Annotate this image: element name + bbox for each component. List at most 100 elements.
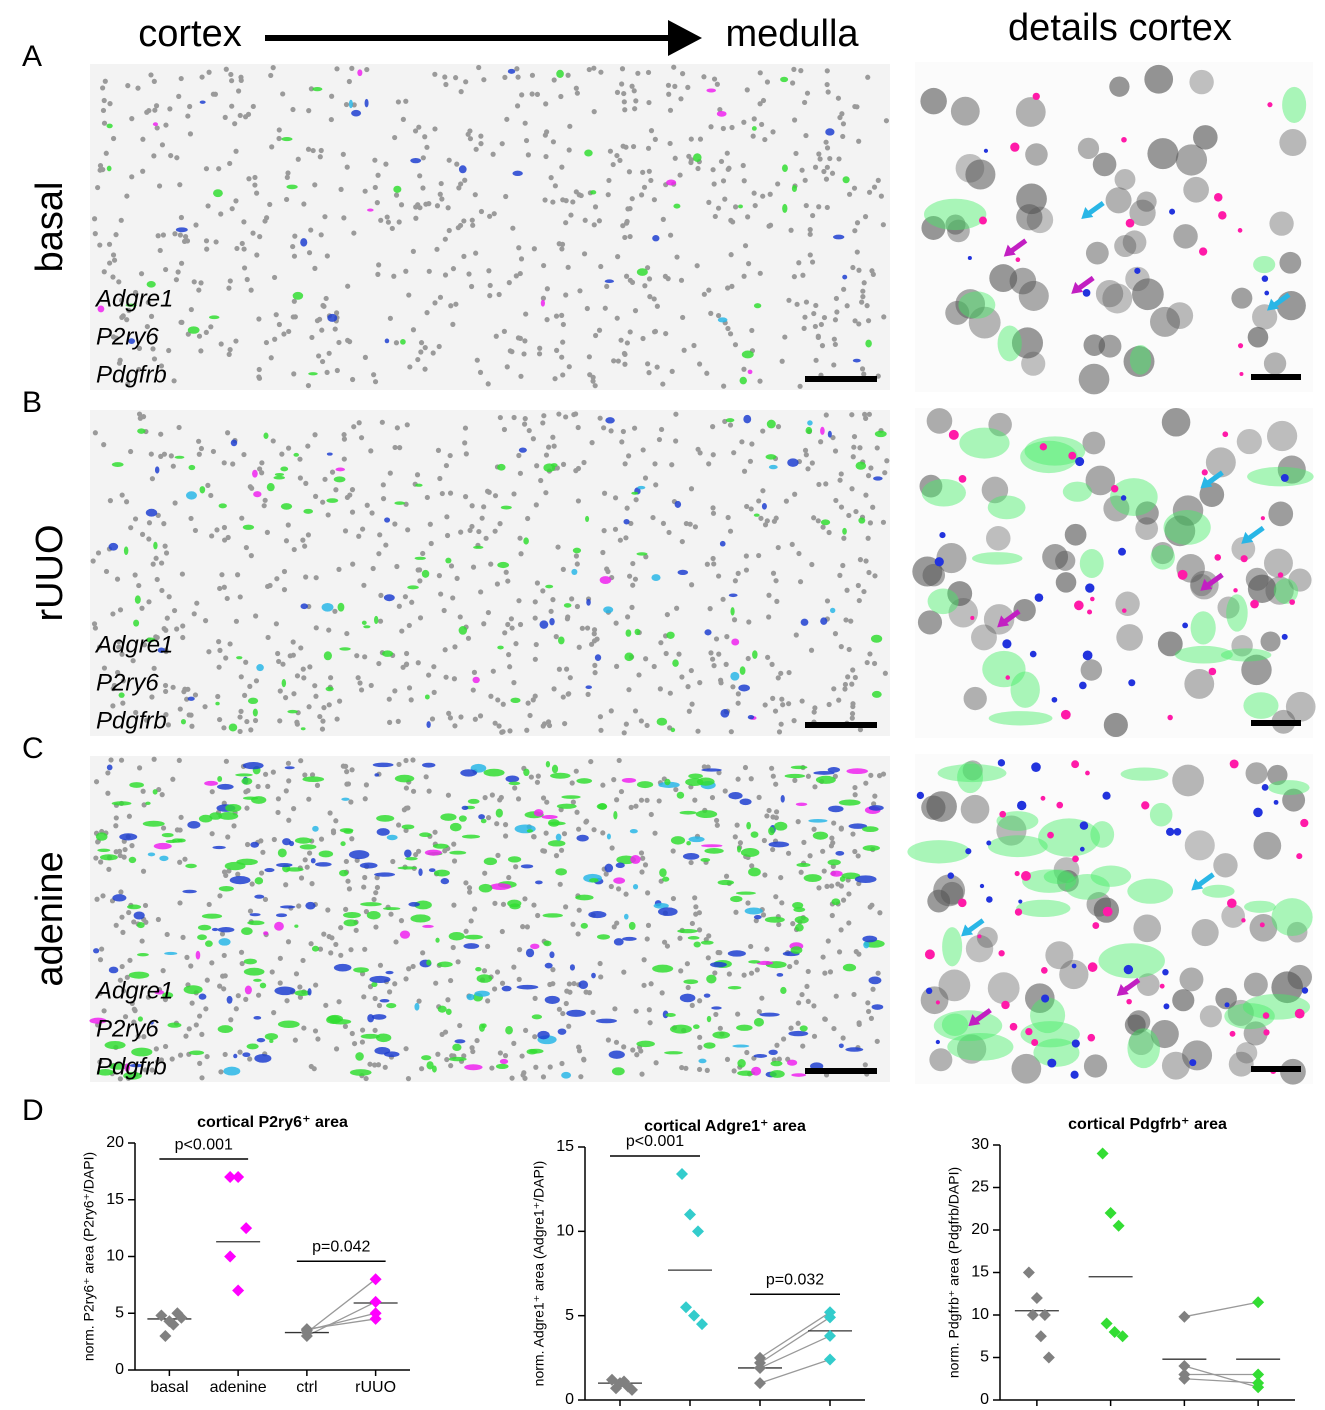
signal-blob xyxy=(267,483,275,491)
signal-blob xyxy=(729,593,738,597)
nucleus xyxy=(174,277,179,282)
nucleus xyxy=(624,722,629,727)
nucleus xyxy=(101,442,106,447)
nucleus xyxy=(654,1060,659,1065)
nucleus xyxy=(344,631,349,636)
signal-dot xyxy=(1239,372,1243,376)
signal-blob xyxy=(605,864,614,873)
nucleus xyxy=(622,730,627,735)
signal-blob xyxy=(762,503,767,510)
signal-blob xyxy=(541,815,557,819)
signal-dot xyxy=(984,149,988,153)
nucleus xyxy=(371,897,376,902)
signal-dot xyxy=(1163,1003,1169,1009)
signal-green xyxy=(959,428,1009,459)
signal-blob xyxy=(276,913,287,917)
nucleus xyxy=(1082,432,1105,455)
signal-blob xyxy=(710,962,727,968)
nucleus xyxy=(133,572,138,577)
nucleus xyxy=(210,831,215,836)
signal-blob xyxy=(263,931,268,935)
signal-blob xyxy=(652,235,659,241)
nucleus xyxy=(378,218,383,223)
signal-blob xyxy=(248,698,258,704)
nucleus xyxy=(495,969,500,974)
nucleus xyxy=(568,212,573,217)
nucleus xyxy=(143,903,148,908)
nucleus xyxy=(503,833,508,838)
nucleus xyxy=(167,106,172,111)
nucleus xyxy=(92,621,97,626)
signal-blob xyxy=(752,126,757,131)
nucleus xyxy=(282,587,287,592)
signal-blob xyxy=(510,698,520,703)
nucleus xyxy=(376,1062,381,1067)
nucleus xyxy=(564,989,569,994)
nucleus xyxy=(877,910,882,915)
nucleus xyxy=(800,273,805,278)
nucleus xyxy=(757,379,762,384)
nucleus xyxy=(639,1072,644,1077)
legend-label: P2ry6 xyxy=(96,323,159,350)
nucleus xyxy=(657,437,662,442)
nucleus xyxy=(332,609,337,614)
nucleus xyxy=(444,1057,449,1062)
overview-image xyxy=(89,756,890,1082)
nucleus xyxy=(757,101,762,106)
nucleus xyxy=(697,927,702,932)
nucleus xyxy=(701,74,706,79)
signal-blob xyxy=(500,1059,508,1064)
nucleus xyxy=(359,687,364,692)
nucleus xyxy=(578,1074,583,1079)
nucleus xyxy=(633,308,638,313)
nucleus xyxy=(581,460,586,465)
pair-line xyxy=(307,1302,376,1336)
nucleus xyxy=(176,269,181,274)
nucleus xyxy=(786,701,791,706)
signal-blob xyxy=(212,846,225,849)
nucleus xyxy=(471,565,476,570)
nucleus xyxy=(705,1068,710,1073)
signal-blob xyxy=(275,473,284,476)
nucleus xyxy=(238,75,243,80)
nucleus xyxy=(443,237,448,242)
nucleus xyxy=(838,927,843,932)
nucleus xyxy=(91,558,96,563)
signal-blob xyxy=(508,69,515,74)
nucleus xyxy=(194,1022,199,1027)
nucleus xyxy=(603,306,608,311)
detail-image xyxy=(912,408,1315,738)
nucleus xyxy=(621,91,626,96)
nucleus xyxy=(291,806,296,811)
nucleus xyxy=(204,247,209,252)
nucleus xyxy=(227,641,232,646)
data-point xyxy=(1101,1318,1113,1330)
nucleus xyxy=(297,984,302,989)
nucleus xyxy=(759,122,764,127)
nucleus xyxy=(334,66,339,71)
nucleus xyxy=(598,264,603,269)
nucleus xyxy=(845,303,850,308)
signal-blob xyxy=(218,1025,233,1033)
nucleus xyxy=(405,527,410,532)
signal-blob xyxy=(425,694,430,699)
signal-blob xyxy=(768,827,775,836)
nucleus xyxy=(523,416,528,421)
signal-dot xyxy=(1209,668,1217,676)
nucleus xyxy=(328,810,333,815)
nucleus xyxy=(674,606,679,611)
nucleus xyxy=(507,728,512,733)
nucleus xyxy=(301,1025,306,1030)
nucleus xyxy=(1213,853,1237,877)
nucleus xyxy=(455,576,460,581)
nucleus xyxy=(633,98,638,103)
nucleus xyxy=(640,856,645,861)
nucleus xyxy=(788,1026,793,1031)
nucleus xyxy=(383,162,388,167)
nucleus xyxy=(227,161,232,166)
nucleus xyxy=(876,971,881,976)
nucleus xyxy=(364,67,369,72)
nucleus xyxy=(161,968,166,973)
nucleus xyxy=(628,234,633,239)
nucleus xyxy=(857,445,862,450)
